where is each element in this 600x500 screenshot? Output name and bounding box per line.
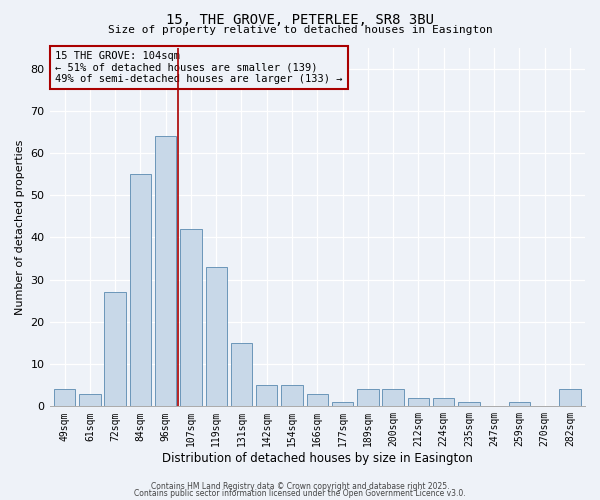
- Y-axis label: Number of detached properties: Number of detached properties: [15, 139, 25, 314]
- X-axis label: Distribution of detached houses by size in Easington: Distribution of detached houses by size …: [162, 452, 473, 465]
- Bar: [79, 394, 101, 406]
- Bar: [332, 402, 353, 406]
- Bar: [256, 385, 277, 406]
- Text: Size of property relative to detached houses in Easington: Size of property relative to detached ho…: [107, 25, 493, 35]
- Bar: [559, 390, 581, 406]
- Bar: [357, 390, 379, 406]
- Text: Contains HM Land Registry data © Crown copyright and database right 2025.: Contains HM Land Registry data © Crown c…: [151, 482, 449, 491]
- Bar: [155, 136, 176, 406]
- Bar: [509, 402, 530, 406]
- Bar: [458, 402, 479, 406]
- Bar: [433, 398, 454, 406]
- Text: 15, THE GROVE, PETERLEE, SR8 3BU: 15, THE GROVE, PETERLEE, SR8 3BU: [166, 12, 434, 26]
- Bar: [281, 385, 303, 406]
- Text: Contains public sector information licensed under the Open Government Licence v3: Contains public sector information licen…: [134, 488, 466, 498]
- Bar: [231, 343, 252, 406]
- Text: 15 THE GROVE: 104sqm
← 51% of detached houses are smaller (139)
49% of semi-deta: 15 THE GROVE: 104sqm ← 51% of detached h…: [55, 51, 343, 84]
- Bar: [54, 390, 76, 406]
- Bar: [180, 229, 202, 406]
- Bar: [407, 398, 429, 406]
- Bar: [382, 390, 404, 406]
- Bar: [307, 394, 328, 406]
- Bar: [104, 292, 126, 406]
- Bar: [130, 174, 151, 406]
- Bar: [206, 267, 227, 406]
